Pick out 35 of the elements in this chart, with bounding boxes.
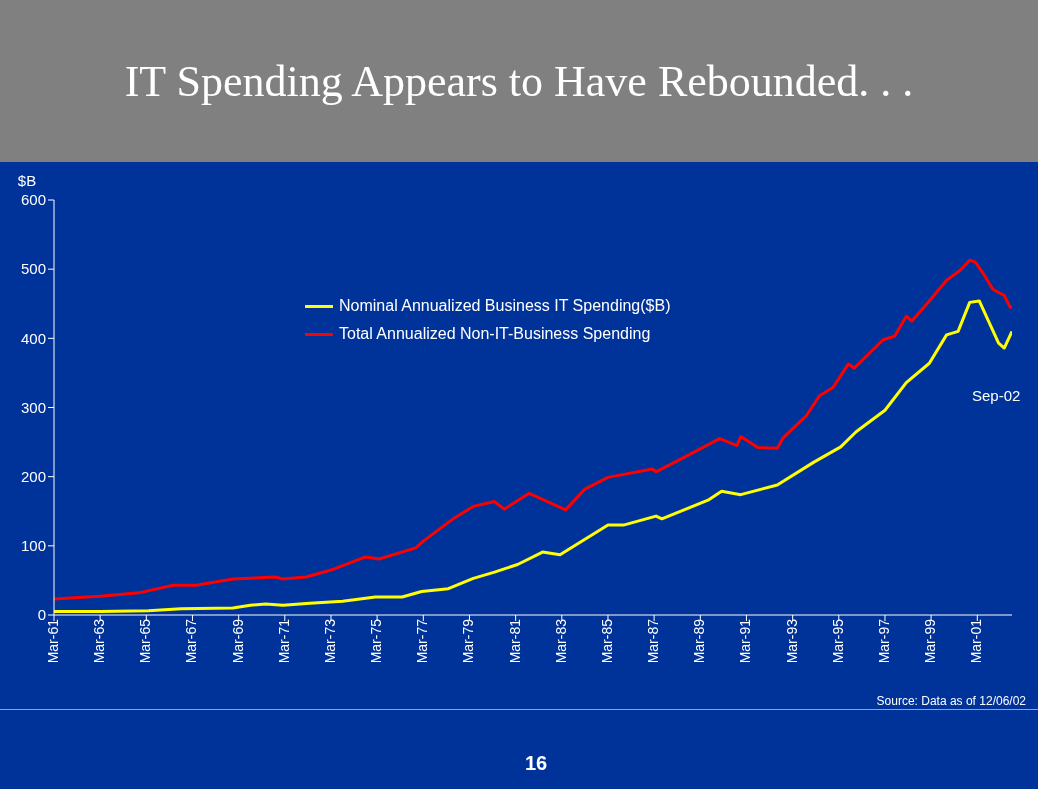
- x-tick-label: Mar-61: [44, 618, 61, 664]
- y-tick-label: 600: [20, 191, 46, 209]
- x-tick-label: Mar-87: [645, 618, 662, 664]
- x-tick-label: Mar-83: [552, 618, 569, 664]
- y-tick-label: 200: [20, 467, 46, 485]
- x-tick-label: Mar-89: [691, 618, 708, 664]
- x-tick-label: Mar-91: [737, 618, 754, 664]
- x-tick-label: Mar-95: [829, 618, 846, 664]
- x-tick-label: Mar-63: [91, 618, 108, 664]
- legend-label: Nominal Annualized Business IT Spending($B): [339, 297, 671, 315]
- x-tick-label: Mar-01: [968, 618, 985, 664]
- x-tick-label: Mar-79: [460, 618, 477, 664]
- x-tick-label: Mar-85: [598, 618, 615, 664]
- chart-title: IT Spending Appears to Have Rebounded. . .: [124, 55, 914, 107]
- y-tick-label: 500: [20, 260, 46, 278]
- x-tick-label: Mar-97: [875, 618, 892, 664]
- x-tick-label: Mar-93: [783, 618, 800, 664]
- x-tick-label: Mar-67: [183, 618, 200, 664]
- text: 16: [523, 752, 549, 775]
- annotation: Sep-02: [972, 387, 1021, 404]
- x-tick-label: Mar-99: [922, 618, 939, 664]
- x-tick-label: Mar-81: [506, 618, 523, 664]
- y-tick-label: 300: [20, 398, 46, 416]
- x-tick-label: Mar-77: [414, 618, 431, 664]
- x-tick-label: Mar-75: [368, 618, 385, 664]
- legend-label: Total Annualized Non-IT-Business Spending: [339, 325, 651, 343]
- y-tick-label: 100: [20, 537, 46, 555]
- y-axis-title: $B: [17, 172, 37, 189]
- x-tick-label: Mar-71: [275, 618, 292, 664]
- x-tick-label: Mar-73: [321, 618, 338, 664]
- y-tick-label: 400: [20, 329, 46, 347]
- source-note: Source: Data as of 12/06/02: [876, 694, 1026, 708]
- x-tick-label: Mar-69: [229, 618, 246, 664]
- y-tick-label: 0: [37, 606, 46, 624]
- x-tick-label: Mar-65: [137, 618, 154, 664]
